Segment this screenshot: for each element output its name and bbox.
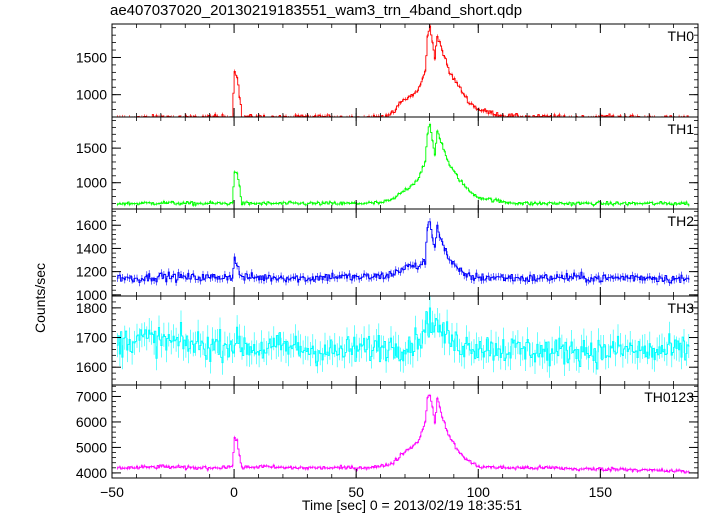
x-tick-label: 150 — [589, 484, 613, 500]
error-bars-th0 — [117, 24, 687, 117]
y-tick-label: 1000 — [76, 175, 107, 191]
error-bars-th3 — [117, 296, 690, 378]
panel-frame — [111, 23, 699, 118]
y-tick-label: 1600 — [76, 359, 107, 375]
panel-frame — [111, 384, 699, 479]
y-tick-label: 7000 — [76, 388, 107, 404]
series-line-th0123 — [116, 394, 690, 474]
y-tick-label: 1400 — [76, 240, 107, 256]
x-tick-label: 50 — [348, 484, 364, 500]
y-tick-label: 1200 — [76, 264, 107, 280]
y-tick-label: 1000 — [76, 87, 107, 103]
y-tick-label: 5000 — [76, 439, 107, 455]
panel-frame — [111, 208, 699, 297]
series-line-th2 — [116, 221, 690, 284]
y-tick-label: 1500 — [76, 49, 107, 65]
x-axis-label: Time [sec] 0 = 2013/02/19 18:35:51 — [301, 497, 523, 513]
y-tick-label: 6000 — [76, 414, 107, 430]
panel-label-th1: TH1 — [668, 121, 695, 137]
panel-label-th3: TH3 — [668, 300, 695, 316]
y-tick-label: 1600 — [76, 217, 107, 233]
panel-label-th0123: TH0123 — [644, 389, 694, 405]
panel-label-th0: TH0 — [668, 28, 695, 44]
panel-frame — [111, 295, 699, 386]
series-line-th0 — [116, 25, 689, 117]
series-line-th1 — [116, 123, 690, 207]
y-tick-label: 1800 — [76, 300, 107, 316]
y-tick-label: 1500 — [76, 140, 107, 156]
panel-frame — [111, 116, 699, 210]
x-tick-label: 100 — [467, 484, 491, 500]
panel-label-th2: TH2 — [668, 213, 695, 229]
error-bars-th0123 — [117, 393, 690, 474]
chart-title: ae407037020_20130219183551_wam3_trn_4ban… — [110, 2, 523, 19]
series-line-th3 — [116, 307, 690, 370]
y-tick-label: 1700 — [76, 330, 107, 346]
x-tick-label: −50 — [100, 484, 124, 500]
y-tick-label: 1000 — [76, 287, 107, 303]
error-bars-th1 — [117, 122, 690, 208]
x-tick-label: 0 — [230, 484, 238, 500]
y-tick-label: 4000 — [76, 465, 107, 481]
